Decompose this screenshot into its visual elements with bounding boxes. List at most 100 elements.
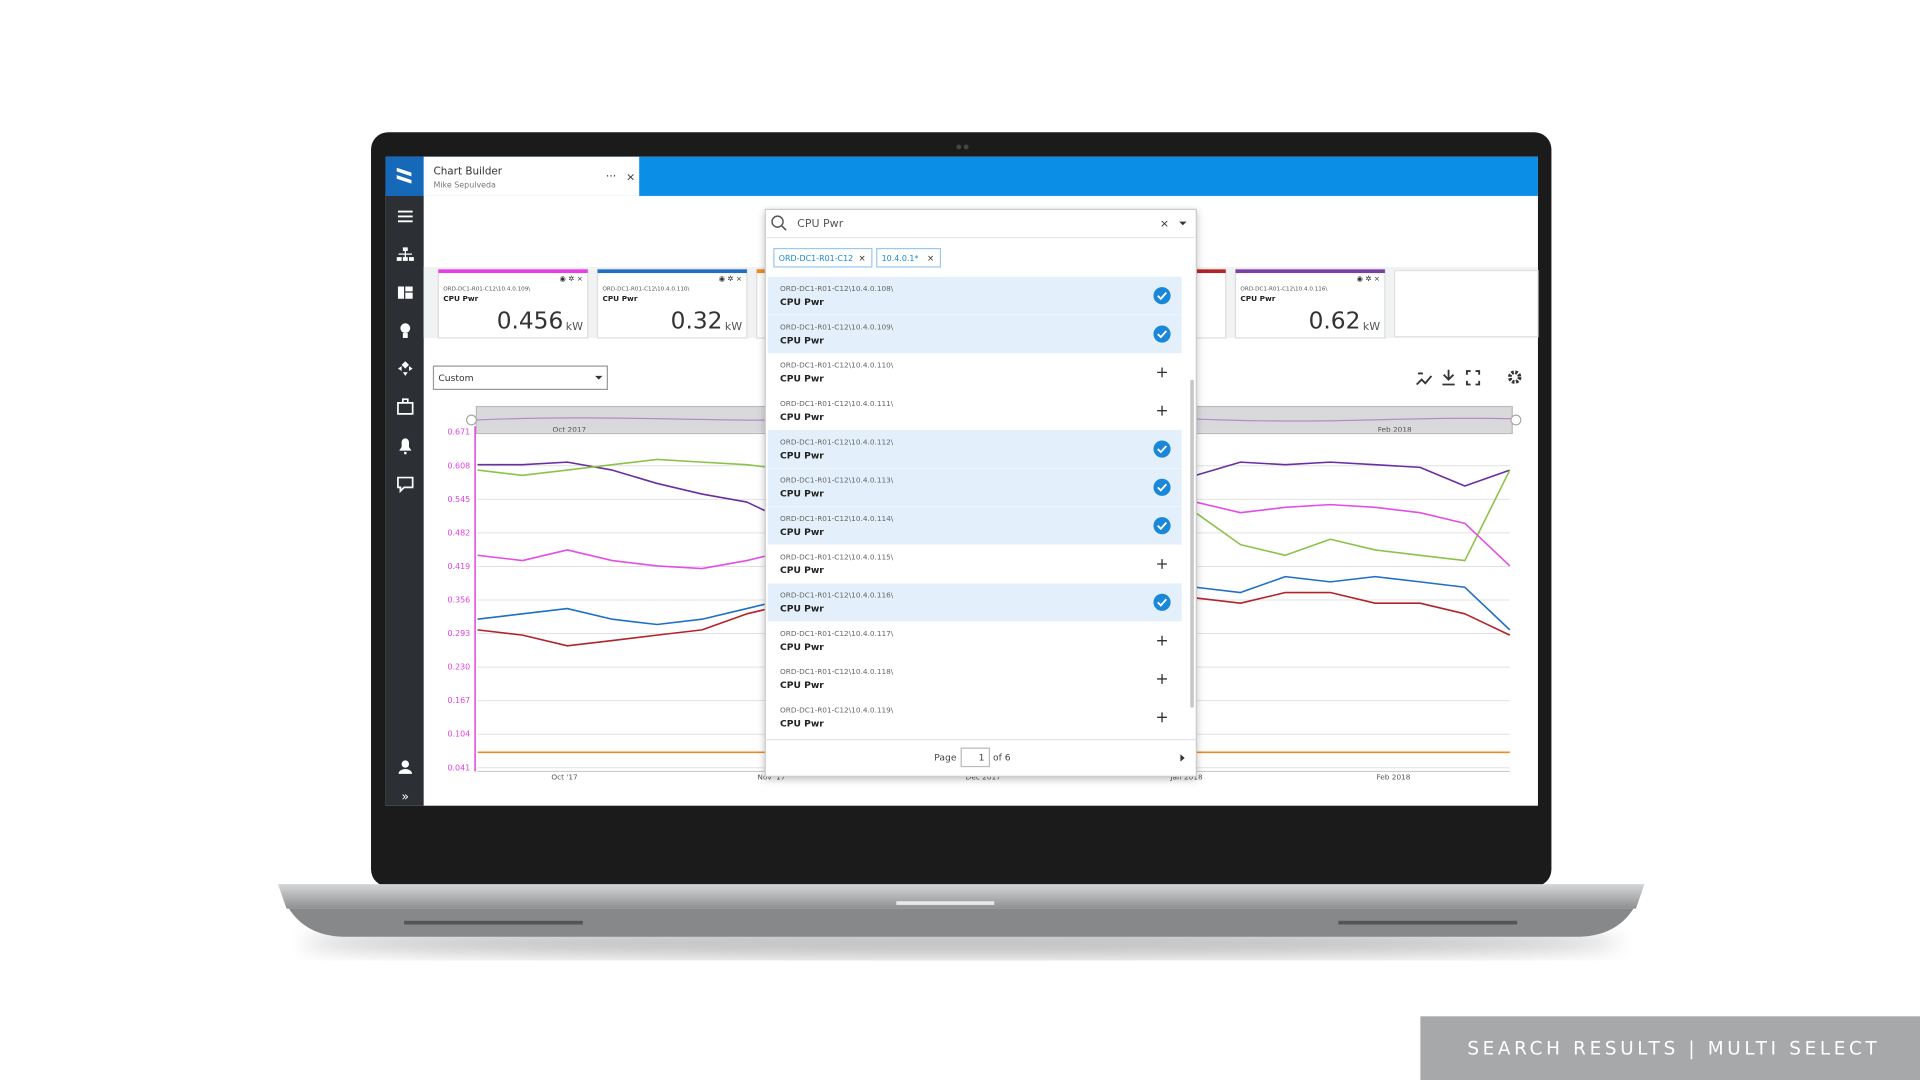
result-highlight: [767, 315, 1182, 354]
navigator-handle[interactable]: [1510, 414, 1522, 426]
selected-check[interactable]: [1153, 517, 1171, 535]
result-name[interactable]: CPU Pwr: [780, 335, 824, 346]
result-path[interactable]: ORD-DC1-R01-C12\10.4.0.110\: [780, 361, 894, 370]
result-path[interactable]: ORD-DC1-R01-C12\10.4.0.117\: [780, 629, 894, 638]
filter-chip[interactable]: [773, 247, 873, 268]
check-mark: [1157, 292, 1168, 301]
range-select-value: Custom: [438, 373, 473, 384]
result-name[interactable]: CPU Pwr: [780, 680, 824, 691]
add-button[interactable]: [1157, 635, 1167, 646]
download-tool[interactable]: [1442, 369, 1455, 386]
expand-icon[interactable]: »: [402, 790, 410, 804]
chip-label: 10.4.0.1*: [882, 254, 919, 263]
result-name[interactable]: CPU Pwr: [780, 450, 824, 461]
app-logo[interactable]: [385, 156, 424, 196]
navigator-handle[interactable]: [465, 414, 477, 426]
result-name[interactable]: CPU Pwr: [780, 412, 824, 423]
result-path[interactable]: ORD-DC1-R01-C12\10.4.0.113\: [780, 476, 894, 485]
selected-check[interactable]: [1153, 287, 1171, 305]
tab[interactable]: [423, 156, 640, 196]
result-path[interactable]: ORD-DC1-R01-C12\10.4.0.116\: [780, 591, 894, 600]
chip-remove[interactable]: ×: [858, 254, 865, 264]
result-path[interactable]: ORD-DC1-R01-C12\10.4.0.109\: [780, 322, 894, 331]
card-actions[interactable]: ◉ ✲ ×: [719, 274, 742, 283]
case-icon[interactable]: [397, 398, 414, 415]
chip-remove[interactable]: ×: [927, 254, 934, 264]
add-button[interactable]: [1157, 559, 1167, 569]
card-placeholder: [1394, 270, 1539, 338]
card[interactable]: [437, 268, 589, 339]
next-page[interactable]: [1180, 754, 1185, 762]
result-name[interactable]: CPU Pwr: [780, 297, 824, 308]
add-button[interactable]: [1157, 405, 1167, 416]
result-highlight: [767, 430, 1182, 468]
result-path[interactable]: ORD-DC1-R01-C12\10.4.0.111\: [780, 399, 894, 408]
dashboard-icon[interactable]: [397, 286, 413, 299]
page-label: Page: [934, 752, 957, 763]
result-highlight: [767, 468, 1182, 507]
y-tick-label: 0.482: [447, 528, 470, 537]
user-icon[interactable]: [401, 760, 409, 768]
result-path[interactable]: ORD-DC1-R01-C12\10.4.0.112\: [780, 437, 894, 446]
y-tick-label: 0.104: [447, 730, 470, 739]
add-button[interactable]: [1157, 367, 1167, 378]
search-icon: [781, 225, 787, 231]
result-highlight: [767, 506, 1182, 545]
tab-title: Chart Builder: [433, 165, 502, 177]
select-arrow: [595, 375, 603, 380]
x-tick-label: Nov '17: [757, 773, 785, 782]
card-path: ORD-DC1-R01-C12\10.4.0.116\: [1240, 286, 1327, 292]
y-tick-label: 0.041: [447, 763, 470, 772]
result-path[interactable]: ORD-DC1-R01-C12\10.4.0.119\: [780, 706, 894, 715]
card-unit: kW: [1363, 320, 1380, 333]
idea-icon[interactable]: [400, 323, 411, 334]
alarm-icon[interactable]: [399, 438, 412, 455]
trend-tool[interactable]: [1416, 372, 1433, 386]
page-input[interactable]: [960, 747, 990, 768]
tab-user: Mike Sepulveda: [433, 180, 496, 189]
add-button[interactable]: [1157, 712, 1167, 723]
card-unit: kW: [566, 320, 583, 333]
search-input[interactable]: CPU Pwr: [797, 217, 844, 230]
scrollbar[interactable]: [1190, 379, 1194, 708]
result-path[interactable]: ORD-DC1-R01-C12\10.4.0.115\: [780, 552, 894, 561]
check-mark: [1157, 598, 1168, 607]
card-actions[interactable]: ◉ ✲ ×: [1357, 274, 1380, 283]
fullscreen-tool[interactable]: [1466, 370, 1481, 386]
result-name[interactable]: CPU Pwr: [780, 604, 824, 615]
tab-close[interactable]: ×: [626, 171, 635, 184]
check-mark: [1157, 483, 1168, 492]
result-name[interactable]: CPU Pwr: [780, 719, 824, 730]
hierarchy-icon[interactable]: [396, 247, 414, 261]
selected-check[interactable]: [1153, 440, 1171, 458]
selected-check[interactable]: [1153, 478, 1171, 496]
cards: ◉ ✲ × ORD-DC1-R01-C12\10.4.0.109\ CPU Pwr 0…: [437, 268, 1386, 339]
result-path[interactable]: ORD-DC1-R01-C12\10.4.0.114\: [780, 514, 894, 523]
result-name[interactable]: CPU Pwr: [780, 642, 824, 653]
x-tick-label: Oct '17: [551, 773, 578, 782]
result-name[interactable]: CPU Pwr: [780, 565, 824, 576]
card[interactable]: [596, 268, 748, 339]
result-name[interactable]: CPU Pwr: [780, 489, 824, 500]
settings-tool[interactable]: [1507, 370, 1522, 384]
result-path[interactable]: ORD-DC1-R01-C12\10.4.0.118\: [780, 667, 894, 676]
logo-mark: [396, 167, 412, 184]
selected-check[interactable]: [1153, 325, 1171, 343]
result-name[interactable]: CPU Pwr: [780, 527, 824, 538]
tab-menu[interactable]: ···: [606, 169, 617, 182]
add-button[interactable]: [1157, 674, 1167, 684]
clear-search[interactable]: ×: [1160, 217, 1169, 230]
result-name[interactable]: CPU Pwr: [780, 374, 824, 385]
caption-box: [1420, 1016, 1920, 1080]
selected-check[interactable]: [1153, 593, 1171, 611]
dropdown-arrow[interactable]: [1179, 221, 1187, 226]
x-tick-label: Jan 2018: [1169, 773, 1203, 782]
result-path[interactable]: ORD-DC1-R01-C12\10.4.0.108\: [780, 284, 894, 293]
range-select[interactable]: [432, 365, 608, 390]
card-actions[interactable]: ◉ ✲ ×: [560, 274, 583, 283]
y-tick-label: 0.167: [447, 696, 470, 705]
filter-chip[interactable]: [876, 247, 942, 268]
message-icon[interactable]: [397, 476, 414, 494]
card-accent: [438, 269, 588, 274]
menu-icon[interactable]: [397, 210, 413, 223]
